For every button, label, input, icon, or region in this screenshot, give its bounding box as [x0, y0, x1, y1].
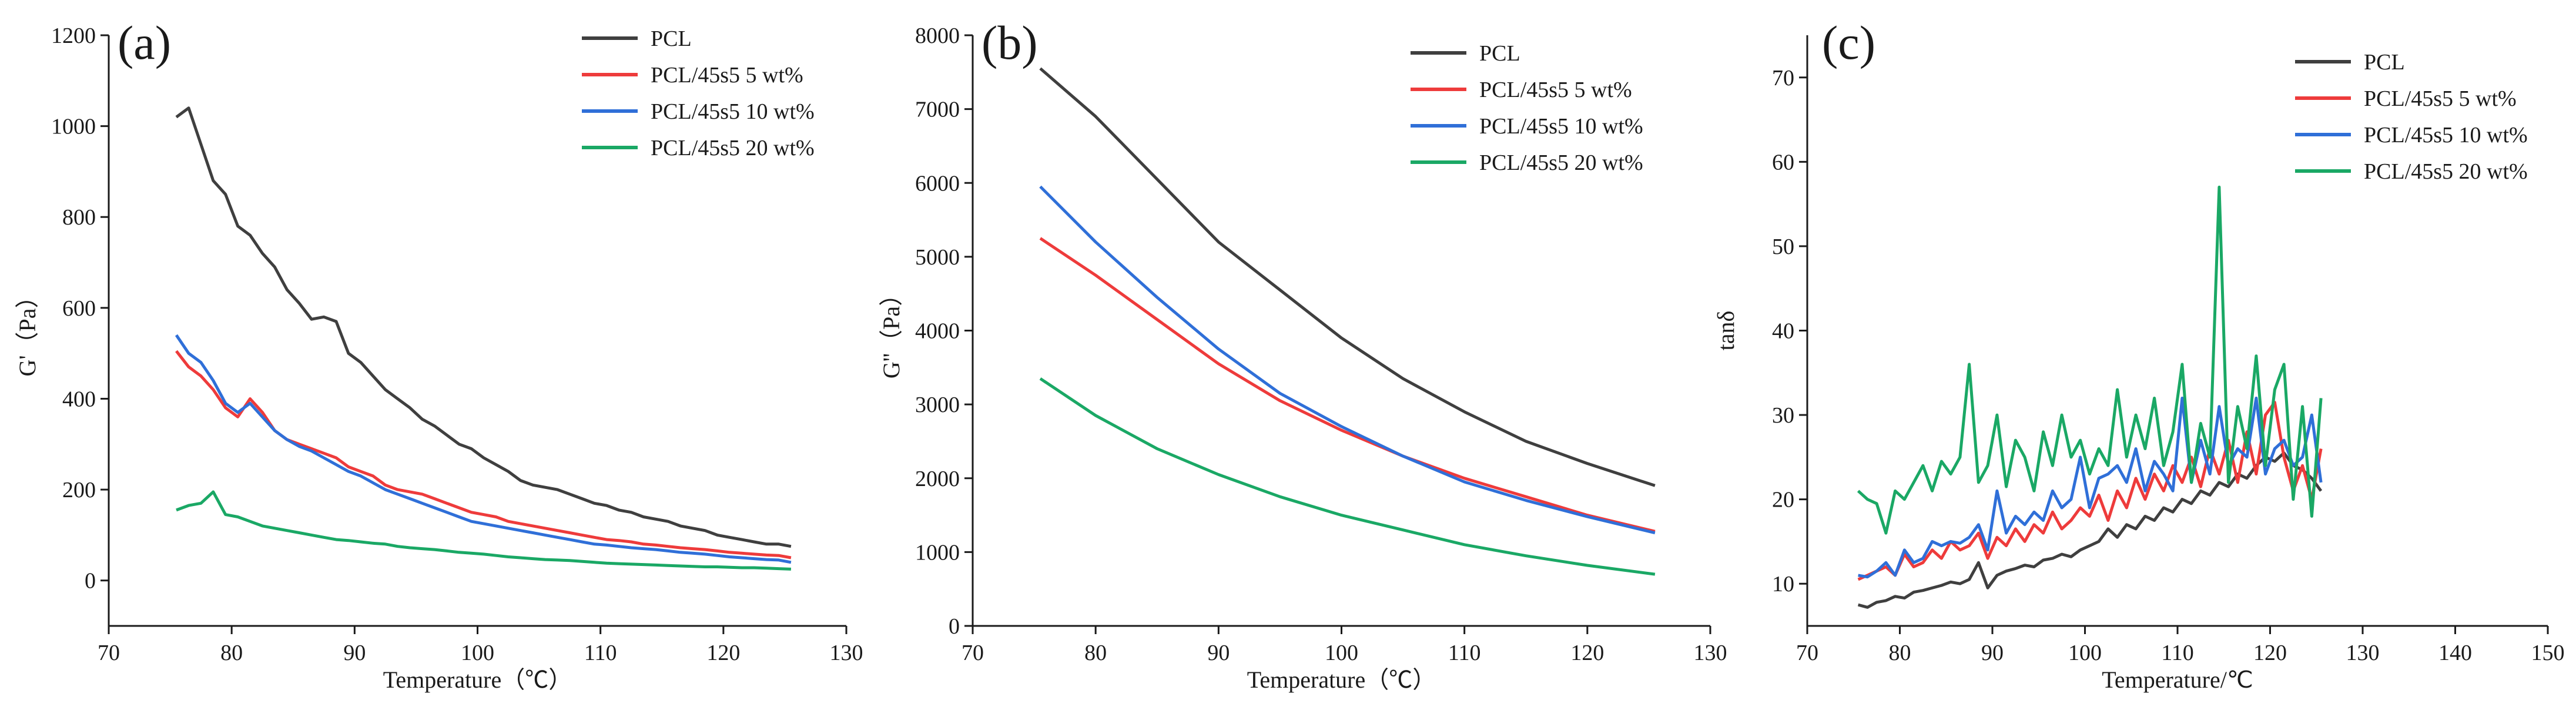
legend-label: PCL/45s5 20 wt% [651, 136, 815, 160]
series-line-2 [1857, 401, 2323, 581]
y-tick-label: 0 [949, 614, 960, 639]
x-tick-label: 140 [2438, 641, 2472, 665]
y-axis-label: tanδ [1713, 311, 1739, 351]
y-tick-label: 70 [1772, 66, 1794, 91]
legend: PCL PCL/45s5 5 wt% PCL/45s5 10 wt% PCL/45s5… [582, 26, 815, 160]
x-tick-label: 70 [1796, 641, 1818, 665]
x-tick-label: 80 [1084, 641, 1107, 665]
y-tick-label: 10 [1772, 572, 1794, 597]
x-tick-label: 80 [220, 641, 243, 665]
legend-label: PCL/45s5 20 wt% [2364, 159, 2528, 184]
y-tick-label: 30 [1772, 403, 1794, 428]
series-line-3 [1039, 185, 1656, 535]
series-line-1 [1857, 451, 2323, 609]
legend: PCL PCL/45s5 5 wt% PCL/45s5 10 wt% PCL/45s5… [2295, 50, 2528, 184]
panel-a: 70 80 90 100 110 120 130 0 200 400 600 800 1000 1200 T… [14, 16, 863, 693]
y-tick-label: 200 [62, 478, 96, 502]
x-tick-label: 130 [2346, 641, 2380, 665]
legend-label: PCL/45s5 5 wt% [2364, 86, 2517, 111]
legend-label: PCL/45s5 10 wt% [1479, 114, 1643, 139]
series-line-4 [1039, 377, 1656, 576]
y-tick-label: 2000 [915, 467, 960, 491]
x-tick-label: 120 [706, 641, 740, 665]
x-tick-label: 110 [584, 641, 617, 665]
x-tick-label: 110 [1448, 641, 1481, 665]
x-tick-label: 130 [830, 641, 863, 665]
series-line-2 [1039, 237, 1656, 533]
y-tick-label: 1000 [915, 540, 960, 565]
x-tick-label: 100 [461, 641, 494, 665]
legend-label: PCL/45s5 10 wt% [651, 99, 815, 124]
series-line-1 [175, 106, 792, 548]
series-group [1857, 185, 2323, 609]
y-tick-label: 400 [62, 387, 96, 411]
y-tick-label: 8000 [915, 24, 960, 48]
legend-label: PCL [651, 26, 692, 51]
legend-label: PCL [2364, 50, 2405, 75]
legend: PCL PCL/45s5 5 wt% PCL/45s5 10 wt% PCL/45s5… [1411, 41, 1643, 175]
y-tick-label: 40 [1772, 319, 1794, 344]
y-tick-label: 0 [85, 569, 96, 594]
panel-c: 70 80 90 100 110 120 130 140 150 10 20 30 40 50 60 70 Te… [1713, 16, 2565, 693]
y-tick-label: 1000 [51, 115, 96, 139]
x-tick-label: 90 [1207, 641, 1230, 665]
panel-label: (b) [982, 16, 1038, 69]
series-line-3 [1858, 396, 2323, 579]
panel-label: (a) [118, 16, 171, 69]
x-tick-label: 120 [1570, 641, 1604, 665]
series-line-4 [1857, 185, 2323, 535]
x-tick-label: 130 [1694, 641, 1727, 665]
panel-b: 70 80 90 100 110 120 130 0 1000 2000 3000 4000 5000 6… [878, 16, 1727, 693]
panel-label: (c) [1822, 16, 1875, 69]
y-tick-label: 6000 [915, 171, 960, 196]
y-axis-label: G''（Pa） [878, 283, 905, 378]
series-line-4 [176, 490, 791, 571]
series-line-3 [175, 334, 792, 564]
series-line-1 [1039, 67, 1656, 487]
x-axis-label: Temperature（℃） [1247, 666, 1436, 693]
y-tick-label: 4000 [915, 319, 960, 344]
y-axis-label: G'（Pa） [14, 284, 41, 376]
x-tick-label: 100 [2068, 641, 2102, 665]
y-tick-label: 3000 [915, 393, 960, 417]
y-tick-label: 60 [1772, 150, 1794, 175]
x-axis-label: Temperature（℃） [383, 666, 572, 693]
y-tick-label: 5000 [915, 245, 960, 270]
x-tick-label: 100 [1325, 641, 1358, 665]
legend-label: PCL/45s5 5 wt% [651, 63, 803, 88]
y-tick-label: 800 [62, 205, 96, 230]
legend-label: PCL/45s5 20 wt% [1479, 150, 1643, 175]
x-tick-label: 80 [1889, 641, 1911, 665]
x-tick-label: 110 [2161, 641, 2194, 665]
x-tick-label: 70 [962, 641, 984, 665]
legend-label: PCL/45s5 5 wt% [1479, 78, 1632, 102]
x-tick-label: 70 [98, 641, 120, 665]
y-tick-label: 600 [62, 296, 96, 321]
legend-label: PCL/45s5 10 wt% [2364, 123, 2528, 148]
x-tick-label: 90 [1981, 641, 2004, 665]
x-axis-label: Temperature/℃ [2102, 666, 2253, 693]
x-tick-label: 90 [343, 641, 366, 665]
series-group [1039, 67, 1656, 576]
y-tick-label: 1200 [51, 24, 96, 48]
x-tick-label: 120 [2253, 641, 2287, 665]
x-tick-label: 150 [2531, 641, 2565, 665]
y-tick-label: 50 [1772, 234, 1794, 259]
y-tick-label: 7000 [915, 98, 960, 122]
legend-label: PCL [1479, 41, 1520, 66]
y-tick-label: 20 [1772, 488, 1794, 512]
series-group [175, 106, 792, 571]
